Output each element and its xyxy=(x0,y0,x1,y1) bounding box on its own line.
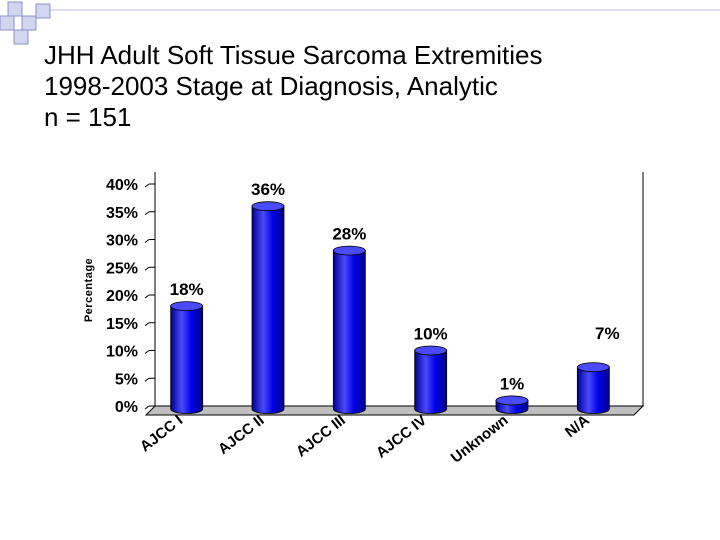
deco-square xyxy=(13,29,29,45)
bar xyxy=(414,345,448,414)
bar-top xyxy=(576,362,610,373)
title-line-2: 1998-2003 Stage at Diagnosis, Analytic xyxy=(44,71,498,101)
x-tick-label: AJCC I xyxy=(137,412,186,456)
data-label: 7% xyxy=(595,324,620,343)
bar xyxy=(251,201,285,414)
slide-title: JHH Adult Soft Tissue Sarcoma Extremitie… xyxy=(44,40,684,133)
bar-body xyxy=(251,205,285,414)
bar-body xyxy=(170,305,204,414)
y-tick-label: 40% xyxy=(106,177,138,194)
y-tick-label: 5% xyxy=(115,371,138,388)
data-label: 18% xyxy=(170,280,204,299)
x-tick-label: AJCC III xyxy=(293,412,349,461)
y-tick-mark xyxy=(144,322,150,327)
data-label: 36% xyxy=(251,180,285,199)
bar-top xyxy=(414,345,448,356)
y-tick-mark xyxy=(144,377,150,382)
bar xyxy=(576,362,610,414)
data-label: 1% xyxy=(500,374,525,393)
x-tick-label: Unknown xyxy=(448,412,512,467)
y-tick-label: 10% xyxy=(106,344,138,361)
y-tick-mark xyxy=(144,405,150,410)
bar-top xyxy=(170,301,204,312)
x-tick-label: N/A xyxy=(562,412,593,441)
y-tick-mark xyxy=(144,183,150,188)
deco-square xyxy=(35,3,51,19)
y-tick-label: 25% xyxy=(106,260,138,277)
bar-top xyxy=(251,201,285,212)
bar-body xyxy=(414,350,448,414)
y-tick-label: 15% xyxy=(106,316,138,333)
plot-frame xyxy=(154,172,644,407)
deco-square xyxy=(21,15,37,31)
chart-floor xyxy=(144,405,645,416)
decorative-squares xyxy=(0,1,720,45)
y-tick-label: 35% xyxy=(106,205,138,222)
bar xyxy=(495,395,529,414)
bar-body xyxy=(576,366,610,414)
x-tick-label: AJCC II xyxy=(215,412,268,458)
y-tick-mark xyxy=(144,350,150,354)
title-line-3: n = 151 xyxy=(44,102,132,132)
y-tick-label: 20% xyxy=(106,288,138,305)
y-tick-label: 30% xyxy=(106,233,138,250)
y-tick-mark xyxy=(144,239,150,243)
x-tick-label: AJCC IV xyxy=(373,412,430,462)
bar-top xyxy=(495,395,529,406)
bar xyxy=(170,301,204,414)
deco-square xyxy=(0,15,15,31)
y-axis-title: Percentage xyxy=(83,258,95,322)
y-tick-mark xyxy=(144,211,150,216)
y-tick-label: 0% xyxy=(115,399,138,416)
bar-top xyxy=(332,245,366,256)
bar xyxy=(332,245,366,414)
bar-body xyxy=(332,250,366,414)
y-tick-mark xyxy=(144,266,150,271)
deco-square xyxy=(7,1,23,17)
title-line-1: JHH Adult Soft Tissue Sarcoma Extremitie… xyxy=(44,40,543,70)
y-tick-mark xyxy=(144,294,150,299)
data-label: 28% xyxy=(332,225,366,244)
data-label: 10% xyxy=(414,325,448,344)
